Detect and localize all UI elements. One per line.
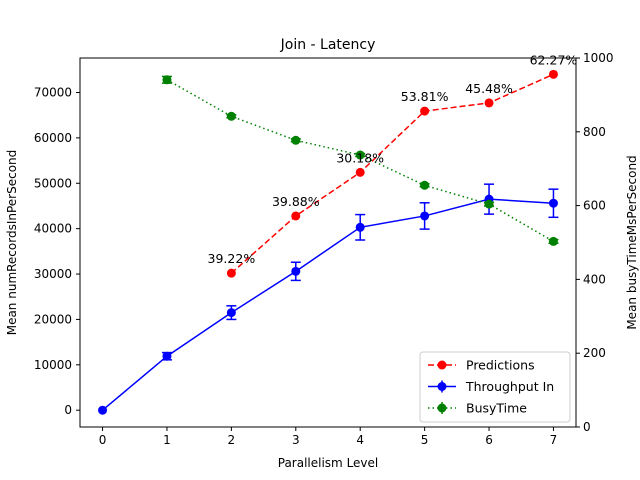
x-tick-label: 0 xyxy=(99,433,107,447)
data-point xyxy=(420,180,430,190)
y-right-axis: 0 200 400 600 800 1000 xyxy=(576,51,614,434)
x-tick-label: 5 xyxy=(421,433,429,447)
data-point xyxy=(162,75,172,85)
data-point xyxy=(548,69,558,79)
percentage-label: 53.81% xyxy=(401,89,449,104)
x-tick-label: 2 xyxy=(228,433,236,447)
y-left-tick-label: 0 xyxy=(64,403,72,417)
data-point xyxy=(548,198,558,208)
data-point xyxy=(355,222,365,232)
percentage-label: 39.22% xyxy=(208,251,256,266)
legend-label: Predictions xyxy=(466,358,535,373)
series-line xyxy=(230,73,554,274)
y-left-tick-label: 70000 xyxy=(34,85,72,99)
y-right-tick-label: 800 xyxy=(583,125,606,139)
legend-marker xyxy=(437,403,447,413)
y-right-tick-label: 400 xyxy=(583,272,606,286)
legend-marker xyxy=(437,360,447,370)
data-point xyxy=(291,266,301,276)
legend-box xyxy=(419,351,571,423)
y-right-tick-label: 0 xyxy=(583,420,591,434)
x-tick-label: 7 xyxy=(550,433,558,447)
y-right-axis-label: Mean busyTimeMsPerSecond xyxy=(625,155,639,329)
percentage-label: 62.27% xyxy=(530,52,578,67)
data-point xyxy=(162,351,172,361)
data-point xyxy=(226,111,236,121)
data-point xyxy=(226,268,236,278)
y-left-tick-label: 20000 xyxy=(34,312,72,326)
series-layer xyxy=(98,69,559,415)
series-line xyxy=(102,198,554,411)
series-predictions xyxy=(226,69,558,278)
x-axis-label: Parallelism Level xyxy=(278,456,379,470)
data-point xyxy=(291,135,301,145)
y-left-axis: 0 10000 20000 30000 40000 50000 60000 70000 xyxy=(34,85,80,417)
y-left-tick-label: 10000 xyxy=(34,358,72,372)
y-left-axis-label: Mean numRecordsInPerSecond xyxy=(5,150,19,336)
x-tick-label: 4 xyxy=(356,433,364,447)
chart-title: Join - Latency xyxy=(280,37,376,53)
percentage-label: 45.48% xyxy=(465,81,513,96)
data-point xyxy=(484,98,494,108)
x-tick-label: 3 xyxy=(292,433,300,447)
legend-label: Throughput In xyxy=(465,379,554,394)
y-left-tick-label: 50000 xyxy=(34,176,72,190)
y-right-tick-label: 200 xyxy=(583,346,606,360)
x-axis: 0 1 2 3 4 5 6 7 xyxy=(99,427,558,447)
data-point xyxy=(98,405,108,415)
data-point xyxy=(548,236,558,246)
x-tick-label: 1 xyxy=(163,433,171,447)
data-point xyxy=(484,199,494,209)
legend-marker xyxy=(437,382,447,391)
data-point xyxy=(226,308,236,318)
y-right-tick-label: 1000 xyxy=(583,51,614,65)
data-point xyxy=(355,167,365,177)
data-point xyxy=(420,106,430,116)
y-left-tick-label: 40000 xyxy=(34,222,72,236)
x-tick-label: 6 xyxy=(485,433,493,447)
plot-frame xyxy=(79,57,577,428)
percentage-label: 39.88% xyxy=(272,194,320,209)
y-left-tick-label: 30000 xyxy=(34,267,72,281)
data-point xyxy=(420,211,430,221)
legend-item: Throughput In xyxy=(428,379,554,394)
legend-label: BusyTime xyxy=(466,401,527,416)
legend-item: Predictions xyxy=(428,358,535,373)
legend-item: BusyTime xyxy=(428,401,527,416)
data-point xyxy=(291,211,301,221)
y-right-tick-label: 600 xyxy=(583,199,606,213)
percentage-labels: 39.22% 39.88% 30.18% 53.81% 45.48% 62.27% xyxy=(208,52,578,266)
legend: Predictions Throughput In BusyTime xyxy=(419,351,571,423)
series-throughput-in xyxy=(98,183,559,415)
y-left-tick-label: 60000 xyxy=(34,131,72,145)
data-point xyxy=(355,150,365,160)
percentage-label: 30.18% xyxy=(336,150,384,165)
series-busytime xyxy=(161,75,559,246)
